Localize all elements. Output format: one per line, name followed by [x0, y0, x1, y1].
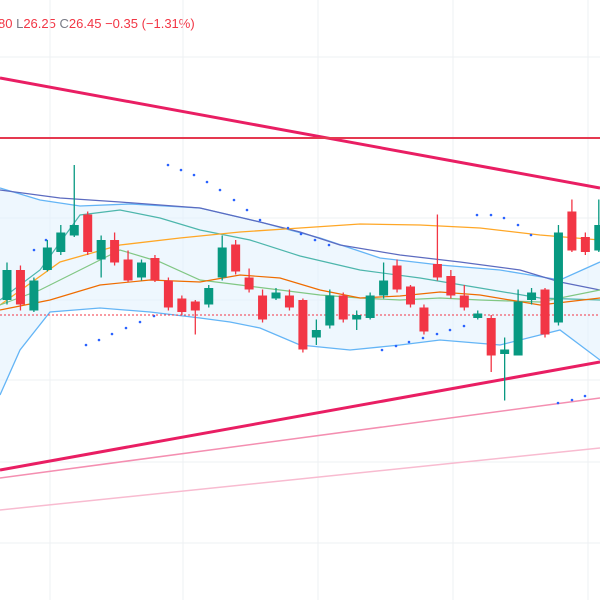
- candle-body: [311, 330, 321, 338]
- ohlc-header: 80 L26.25 C26.45 −0.35 (−1.31%): [0, 16, 195, 31]
- candle-body: [446, 276, 456, 296]
- candle-body: [284, 295, 294, 308]
- candle-body: [486, 318, 496, 356]
- ohlc-change: −0.35 (−1.31%): [105, 16, 195, 31]
- candle-body: [83, 214, 93, 252]
- candle-body: [352, 315, 362, 320]
- trendline-faint: [0, 447, 600, 511]
- candle-body: [500, 349, 510, 354]
- candle-body: [217, 247, 227, 278]
- candle-body: [365, 295, 375, 318]
- trendline-lower: [0, 360, 600, 472]
- candle-body: [567, 211, 577, 251]
- ma-teal: [0, 209, 600, 301]
- candle-body: [110, 240, 120, 263]
- candle-body: [150, 258, 160, 281]
- candle-body: [513, 301, 523, 356]
- sar-dots: [32, 163, 587, 405]
- candle-body: [204, 288, 214, 305]
- candle-body: [69, 225, 79, 236]
- candle-body: [392, 265, 402, 290]
- ohlc-key: L: [16, 16, 24, 31]
- candle-body: [15, 270, 25, 305]
- ma-blue: [0, 189, 600, 291]
- candle-body: [594, 225, 600, 251]
- candle-body: [325, 295, 335, 326]
- candle-body: [190, 301, 200, 311]
- candle-body: [379, 280, 389, 296]
- candle-body: [42, 247, 52, 270]
- candle-body: [244, 277, 254, 290]
- candle-body: [338, 295, 348, 320]
- candle-body: [540, 289, 550, 335]
- band-fill: [0, 188, 600, 395]
- trendline-upper: [0, 76, 600, 190]
- candle-body: [123, 259, 133, 281]
- candle-body: [432, 264, 442, 278]
- candle-body: [2, 270, 12, 300]
- candle-body: [137, 262, 146, 278]
- candle-body: [580, 237, 590, 252]
- candle-body: [56, 232, 66, 252]
- trendline-faint: [0, 397, 600, 479]
- candle-body: [231, 244, 241, 272]
- candle-body: [459, 295, 469, 308]
- candle-body: [419, 307, 429, 332]
- candle-body: [298, 300, 308, 350]
- candle-body: [29, 280, 39, 311]
- candle-body: [271, 292, 281, 299]
- band-lower: [0, 307, 600, 396]
- ma-dark-orange: [0, 274, 600, 311]
- candle-body: [258, 295, 268, 320]
- candle-body: [96, 240, 106, 260]
- candle-body: [406, 286, 415, 305]
- candle-body: [177, 298, 187, 312]
- ohlc-value: 80: [0, 16, 13, 31]
- ohlc-key: C: [59, 16, 69, 31]
- candle-body: [527, 292, 537, 300]
- ohlc-value: 26.25: [23, 16, 56, 31]
- candle-body: [163, 280, 173, 308]
- candle-body: [473, 313, 483, 318]
- ohlc-value: 26.45: [68, 16, 102, 31]
- candle-body: [553, 232, 563, 323]
